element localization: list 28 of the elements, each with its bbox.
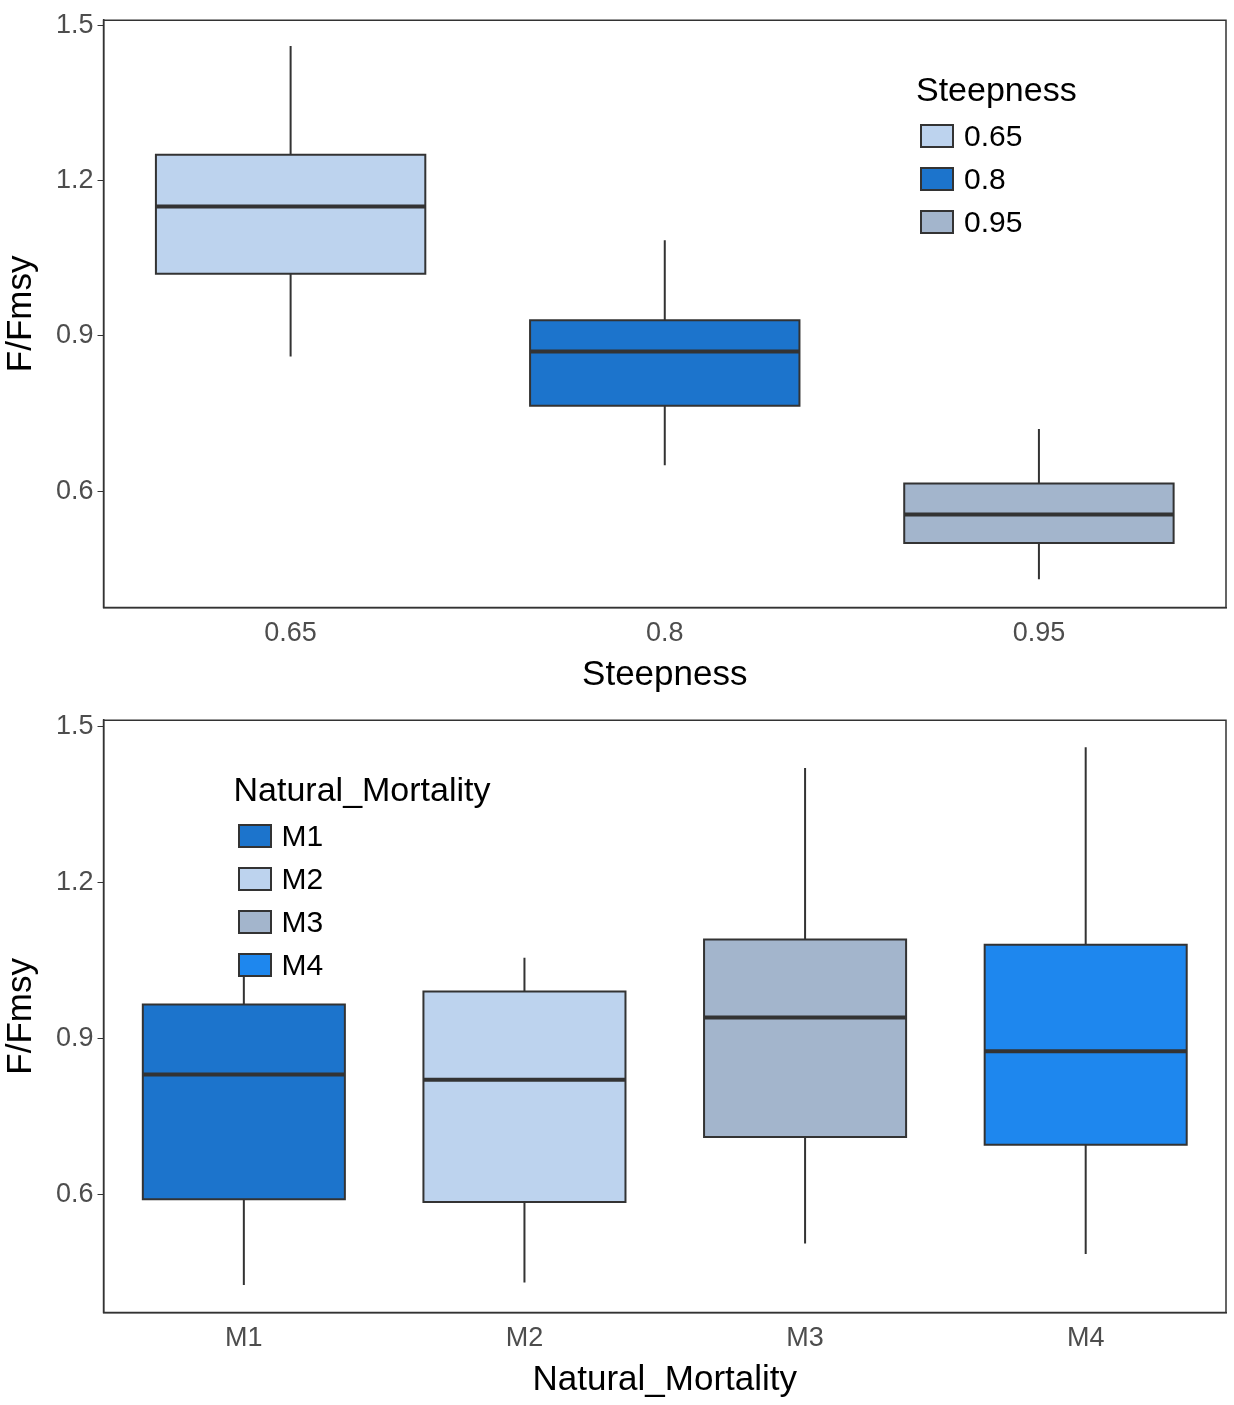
y-tick-label: 0.9 — [55, 319, 94, 350]
x-tick-label: M1 — [225, 1322, 263, 1353]
legend-title: Steepness — [916, 70, 1077, 109]
y-tick-label: 1.2 — [55, 164, 94, 195]
legend-label: 0.8 — [964, 161, 1006, 195]
x-tick-label: 0.8 — [645, 617, 684, 648]
y-tick-label: 1.2 — [55, 865, 94, 896]
x-tick-label: 0.95 — [1012, 617, 1066, 648]
legend-title: Natural_Mortality — [233, 770, 491, 809]
legend-label: M3 — [281, 904, 324, 938]
legend-label: M4 — [281, 947, 324, 981]
legend-label: 0.65 — [964, 118, 1023, 152]
x-tick-label: M2 — [505, 1322, 544, 1353]
y-tick-label: 1.5 — [55, 8, 94, 39]
y-tick-label: 0.6 — [55, 474, 94, 505]
x-axis-title: Steepness — [582, 652, 748, 692]
x-tick-label: M3 — [786, 1322, 824, 1353]
y-axis-title: F/Fmsy — [0, 255, 38, 373]
y-tick-label: 1.5 — [55, 709, 94, 740]
y-axis-title: F/Fmsy — [0, 957, 38, 1075]
x-tick-label: M4 — [1066, 1322, 1105, 1353]
legend-label: 0.95 — [964, 204, 1023, 238]
x-tick-label: 0.65 — [264, 617, 317, 648]
y-tick-label: 0.6 — [55, 1177, 94, 1208]
y-tick-label: 0.9 — [55, 1021, 94, 1052]
x-axis-title: Natural_Mortality — [532, 1357, 798, 1397]
legend-label: M2 — [281, 861, 324, 895]
legend-label: M1 — [281, 818, 324, 852]
